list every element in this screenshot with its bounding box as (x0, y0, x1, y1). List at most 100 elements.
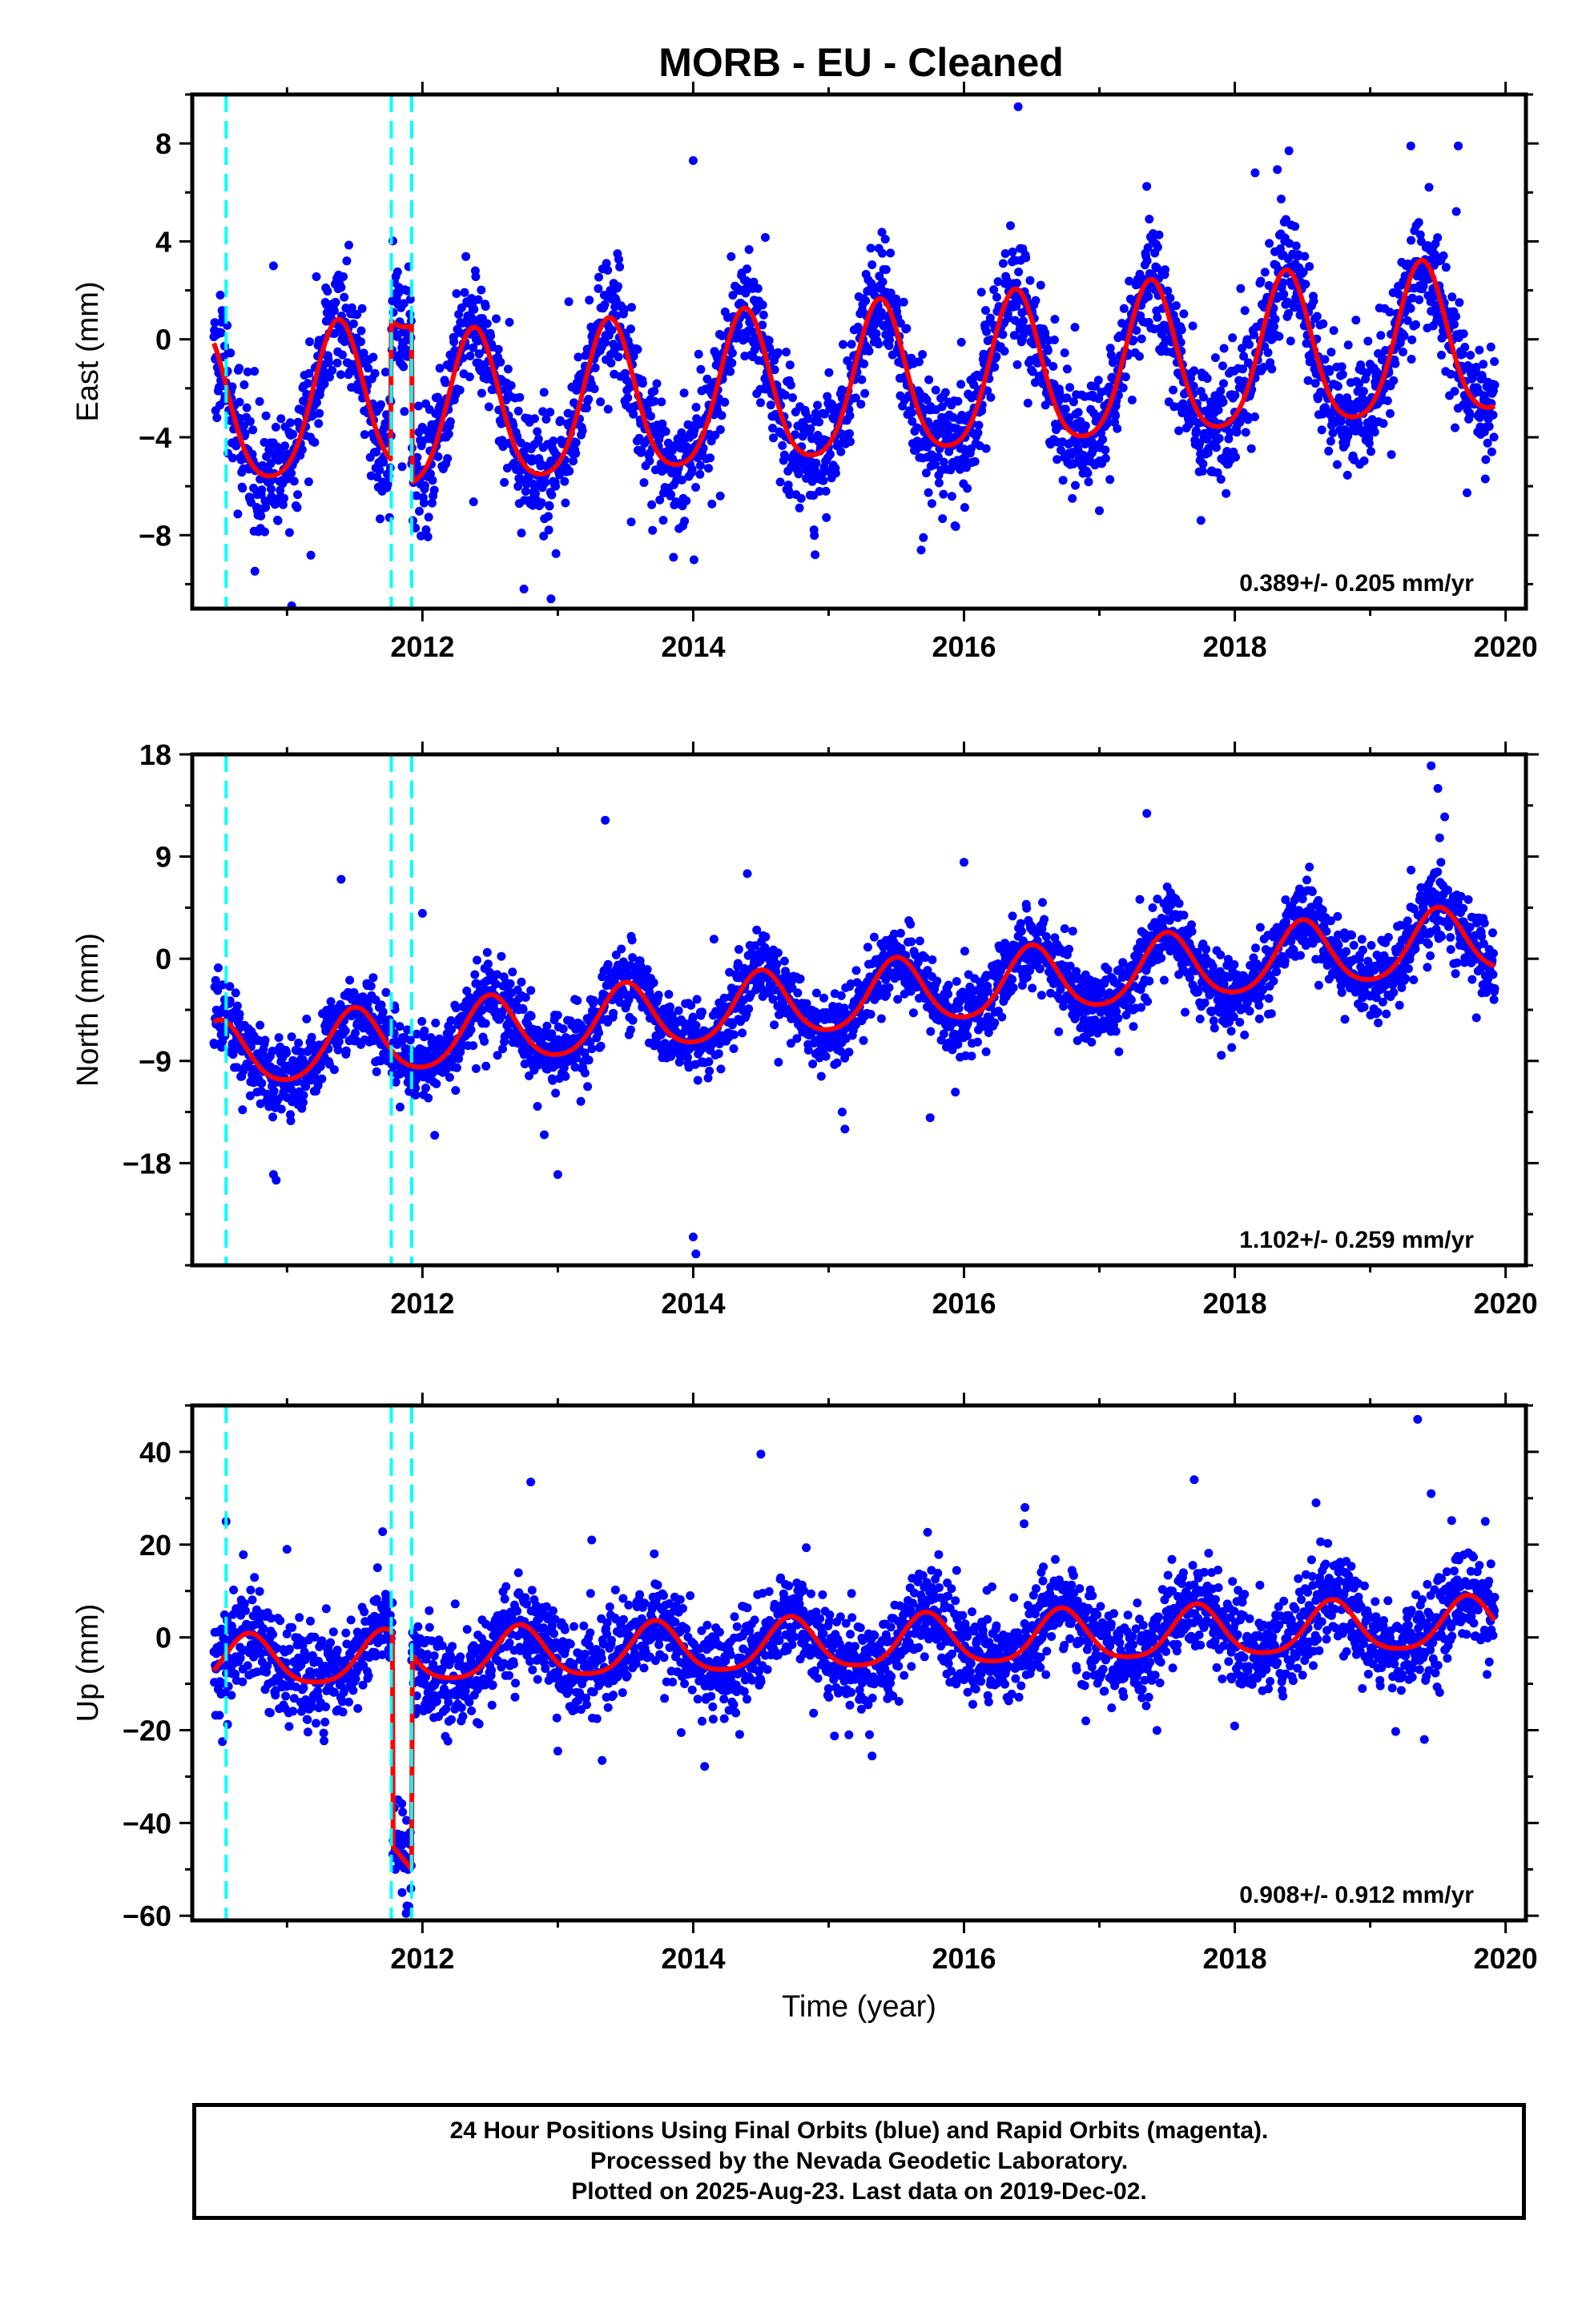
data-point (276, 414, 286, 424)
data-point (1230, 391, 1240, 400)
data-point (1119, 304, 1129, 313)
data-point (691, 483, 700, 492)
data-point (1437, 350, 1446, 360)
data-point (983, 386, 992, 396)
data-point (880, 235, 890, 244)
data-point (233, 509, 243, 519)
data-point (1095, 506, 1104, 516)
data-point (1198, 459, 1208, 468)
data-point (982, 327, 992, 336)
data-point (493, 970, 502, 979)
data-point (1232, 428, 1242, 437)
data-point (796, 493, 806, 503)
data-point (626, 1025, 635, 1035)
data-point (1218, 397, 1228, 407)
data-point (1127, 396, 1137, 404)
data-point (400, 407, 409, 416)
data-point (861, 296, 871, 306)
data-point (340, 292, 349, 302)
data-point (445, 417, 455, 426)
data-point (773, 348, 783, 357)
data-point (981, 444, 991, 453)
data-point (493, 1051, 502, 1060)
data-point (548, 1076, 558, 1085)
data-point (240, 380, 249, 389)
data-point (1056, 445, 1065, 455)
data-point (614, 352, 623, 362)
data-point (1055, 388, 1065, 397)
data-point (795, 974, 805, 983)
data-point (823, 392, 832, 401)
data-point (1171, 301, 1181, 311)
data-point (803, 414, 813, 424)
data-point (907, 408, 916, 417)
data-point (956, 337, 966, 347)
data-point (492, 314, 501, 324)
data-point (1243, 415, 1253, 424)
data-point (471, 1063, 481, 1073)
data-point (525, 1071, 533, 1080)
data-point (1281, 215, 1290, 224)
data-point (329, 1065, 339, 1075)
data-point (1239, 352, 1249, 361)
data-point (449, 337, 459, 347)
y-tick-label: −4 (139, 421, 171, 454)
data-point (447, 1025, 456, 1035)
data-point (874, 340, 884, 349)
data-point (769, 433, 778, 443)
data-point (329, 306, 339, 316)
data-point (927, 499, 936, 509)
data-point (509, 420, 518, 430)
data-point (1214, 405, 1223, 415)
y-tick-label: 4 (155, 225, 171, 258)
data-point (430, 1131, 440, 1140)
data-point (491, 979, 501, 989)
data-point (967, 1051, 976, 1061)
data-point (349, 987, 359, 997)
data-point (1313, 394, 1322, 404)
data-point (481, 1061, 491, 1071)
data-point (594, 272, 603, 282)
data-point (714, 1049, 723, 1059)
plot-area (209, 94, 1499, 609)
data-point (688, 156, 698, 165)
data-point (496, 357, 505, 367)
data-point (1439, 251, 1448, 260)
data-point (565, 466, 574, 476)
data-point (304, 368, 314, 378)
data-point (558, 1024, 568, 1034)
data-point (541, 478, 550, 487)
data-point (730, 1030, 739, 1039)
data-point (924, 488, 933, 497)
data-point (1312, 312, 1322, 321)
data-point (325, 372, 334, 382)
data-point (312, 272, 321, 281)
data-point (547, 1029, 557, 1039)
data-point (1245, 340, 1254, 349)
data-point (376, 400, 385, 409)
data-point (1079, 451, 1089, 460)
data-point (482, 947, 492, 957)
data-point (526, 1011, 536, 1021)
data-point (1008, 983, 1018, 992)
data-point (539, 531, 549, 541)
data-point (628, 1015, 638, 1025)
data-point (614, 255, 623, 264)
data-point (932, 976, 942, 986)
data-point (269, 1087, 279, 1096)
data-point (1363, 336, 1373, 346)
data-point (518, 1005, 528, 1015)
data-point (454, 1054, 464, 1063)
data-point (813, 400, 822, 410)
data-point (609, 1008, 618, 1018)
data-point (443, 454, 453, 463)
data-point (749, 277, 759, 287)
data-point (1416, 237, 1426, 247)
data-point (753, 283, 763, 293)
data-point (768, 424, 777, 433)
data-point (695, 469, 705, 479)
data-point (1144, 292, 1153, 301)
data-point (638, 379, 647, 388)
data-point (1489, 432, 1499, 442)
